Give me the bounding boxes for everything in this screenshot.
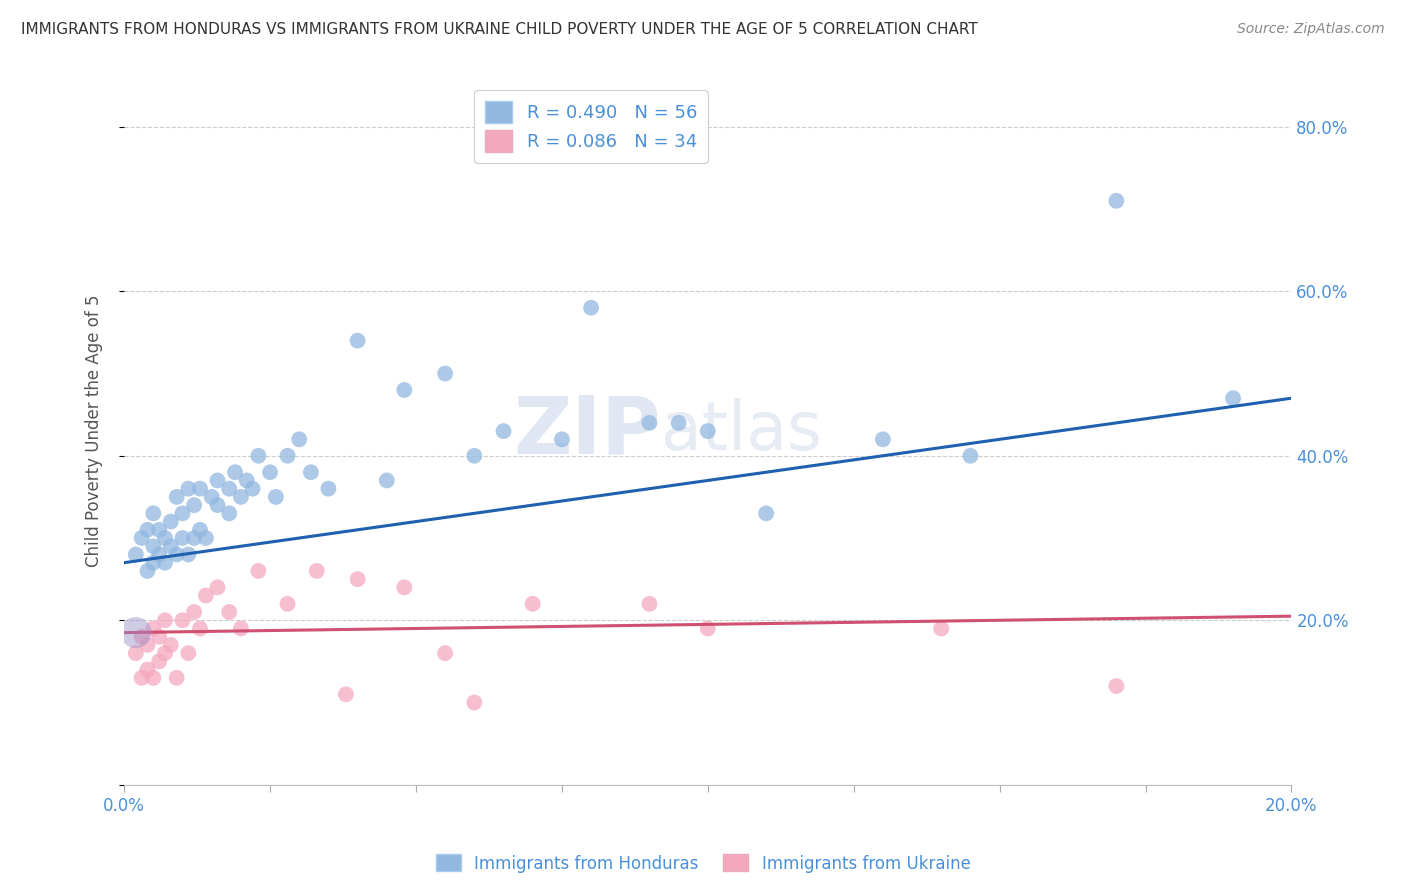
Point	[194, 589, 217, 603]
Point	[172, 506, 194, 520]
Point	[346, 572, 368, 586]
Point	[207, 580, 229, 594]
Point	[148, 654, 170, 668]
Point	[159, 539, 181, 553]
Point	[463, 696, 485, 710]
Point	[183, 531, 205, 545]
Point	[125, 646, 148, 660]
Point	[318, 482, 340, 496]
Point	[125, 625, 148, 640]
Point	[394, 580, 416, 594]
Point	[259, 465, 281, 479]
Point	[218, 482, 240, 496]
Point	[172, 613, 194, 627]
Point	[201, 490, 224, 504]
Point	[522, 597, 544, 611]
Point	[218, 506, 240, 520]
Point	[177, 482, 200, 496]
Point	[131, 630, 153, 644]
Point	[166, 490, 188, 504]
Y-axis label: Child Poverty Under the Age of 5: Child Poverty Under the Age of 5	[86, 295, 103, 567]
Point	[136, 638, 159, 652]
Point	[224, 465, 246, 479]
Point	[551, 433, 574, 447]
Point	[177, 548, 200, 562]
Point	[148, 523, 170, 537]
Point	[188, 622, 211, 636]
Point	[153, 556, 176, 570]
Point	[872, 433, 894, 447]
Point	[264, 490, 287, 504]
Legend: Immigrants from Honduras, Immigrants from Ukraine: Immigrants from Honduras, Immigrants fro…	[429, 847, 977, 880]
Point	[229, 490, 252, 504]
Point	[638, 416, 661, 430]
Point	[434, 367, 457, 381]
Point	[194, 531, 217, 545]
Point	[235, 474, 257, 488]
Point	[188, 523, 211, 537]
Point	[159, 515, 181, 529]
Text: Source: ZipAtlas.com: Source: ZipAtlas.com	[1237, 22, 1385, 37]
Point	[218, 605, 240, 619]
Point	[1105, 194, 1128, 208]
Point	[299, 465, 322, 479]
Point	[242, 482, 264, 496]
Point	[153, 613, 176, 627]
Point	[1105, 679, 1128, 693]
Point	[696, 424, 718, 438]
Text: ZIP: ZIP	[513, 392, 661, 470]
Point	[277, 597, 299, 611]
Point	[131, 531, 153, 545]
Text: IMMIGRANTS FROM HONDURAS VS IMMIGRANTS FROM UKRAINE CHILD POVERTY UNDER THE AGE : IMMIGRANTS FROM HONDURAS VS IMMIGRANTS F…	[21, 22, 977, 37]
Point	[288, 433, 311, 447]
Point	[177, 646, 200, 660]
Point	[434, 646, 457, 660]
Point	[148, 548, 170, 562]
Point	[247, 449, 270, 463]
Point	[142, 506, 165, 520]
Point	[148, 630, 170, 644]
Legend: R = 0.490   N = 56, R = 0.086   N = 34: R = 0.490 N = 56, R = 0.086 N = 34	[474, 90, 707, 163]
Point	[153, 646, 176, 660]
Point	[207, 498, 229, 512]
Point	[277, 449, 299, 463]
Point	[305, 564, 328, 578]
Point	[394, 383, 416, 397]
Point	[959, 449, 981, 463]
Point	[1222, 391, 1244, 405]
Point	[142, 539, 165, 553]
Point	[166, 548, 188, 562]
Point	[375, 474, 398, 488]
Point	[335, 687, 357, 701]
Point	[696, 622, 718, 636]
Point	[183, 498, 205, 512]
Point	[131, 671, 153, 685]
Point	[142, 622, 165, 636]
Point	[153, 531, 176, 545]
Point	[142, 671, 165, 685]
Point	[229, 622, 252, 636]
Point	[207, 474, 229, 488]
Text: atlas: atlas	[661, 398, 823, 464]
Point	[136, 523, 159, 537]
Point	[929, 622, 952, 636]
Point	[579, 301, 602, 315]
Point	[638, 597, 661, 611]
Point	[463, 449, 485, 463]
Point	[346, 334, 368, 348]
Point	[136, 564, 159, 578]
Point	[166, 671, 188, 685]
Point	[142, 556, 165, 570]
Point	[159, 638, 181, 652]
Point	[183, 605, 205, 619]
Point	[247, 564, 270, 578]
Point	[492, 424, 515, 438]
Point	[136, 663, 159, 677]
Point	[172, 531, 194, 545]
Point	[188, 482, 211, 496]
Point	[755, 506, 778, 520]
Point	[668, 416, 690, 430]
Point	[125, 548, 148, 562]
